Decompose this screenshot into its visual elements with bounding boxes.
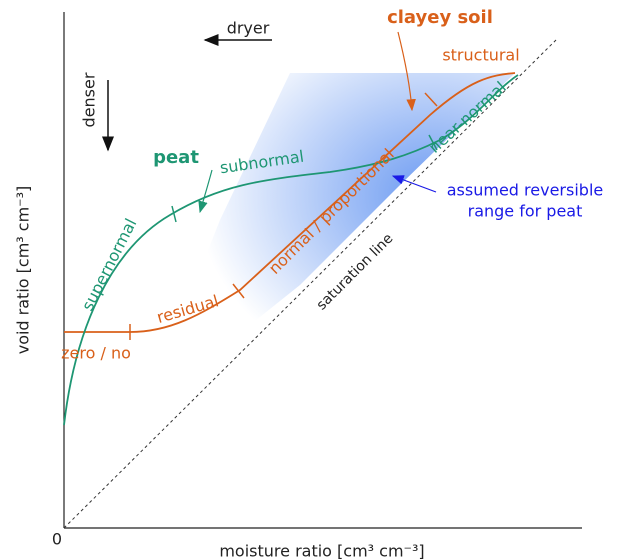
clayey-ticks [129, 92, 438, 340]
denser-label: denser [80, 72, 99, 127]
saturation-line [63, 39, 557, 529]
phase-label: structural [442, 46, 519, 65]
clayey-arrow [397, 31, 416, 112]
peat-arrow [198, 169, 213, 214]
origin-label: 0 [52, 530, 62, 549]
dryer-label: dryer [227, 19, 270, 38]
peat-curve [63, 74, 519, 426]
assumed-label: range for peat [468, 202, 583, 221]
reversible-range [180, 73, 515, 345]
assumed-arrow [391, 175, 437, 193]
assumed-label: assumed reversible [447, 181, 603, 200]
phase-label: supernormal [78, 215, 141, 313]
peat-title: peat [153, 147, 199, 168]
x-axis-label: moisture ratio [cm³ cm⁻³] [219, 542, 424, 560]
y-axis-label: void ratio [cm³ cm⁻³] [14, 186, 33, 355]
peat-ticks [171, 134, 438, 223]
phase-label: zero / no [61, 344, 131, 363]
clayey-title: clayey soil [387, 7, 493, 28]
clayey-curve [64, 72, 516, 333]
